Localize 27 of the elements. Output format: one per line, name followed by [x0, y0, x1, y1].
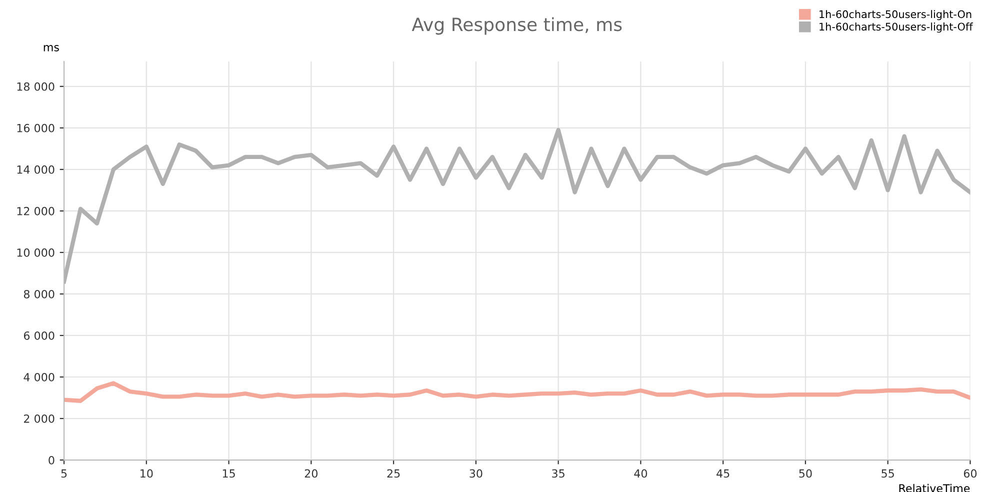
y-tick-label: 0 — [48, 456, 54, 464]
y-axis-title: ms — [44, 44, 59, 52]
legend-label: 1h-60charts-50users-light-Off — [820, 22, 973, 33]
y-tick-label: 10 000 — [17, 248, 54, 257]
x-tick-label: 55 — [882, 469, 894, 478]
y-tick-label: 6 000 — [24, 331, 54, 340]
line-series — [64, 381, 970, 403]
x-tick-label: 5 — [61, 469, 67, 478]
x-tick-label: 25 — [387, 469, 400, 478]
x-tick-label: 40 — [634, 469, 648, 478]
y-tick-label: 14 000 — [17, 165, 54, 174]
x-tick-label: 30 — [470, 469, 482, 478]
y-tick-label: 16 000 — [17, 124, 54, 132]
y-tick-label: 4 000 — [24, 372, 54, 382]
y-tick-label: 12 000 — [17, 206, 54, 216]
x-tick-label: 10 — [140, 469, 153, 478]
x-tick-label: 35 — [552, 469, 564, 478]
legend-label: 1h-60charts-50users-light-On — [820, 10, 972, 20]
x-tick-label: 60 — [964, 469, 977, 478]
x-tick-label: 20 — [304, 469, 318, 478]
x-tick-label: 15 — [222, 469, 235, 478]
x-tick-label: 45 — [716, 469, 730, 478]
chart-title: Avg Response time, ms — [412, 17, 622, 35]
y-tick-label: 2 000 — [24, 414, 54, 423]
y-tick-label: 8 000 — [24, 290, 54, 298]
x-tick-label: 50 — [799, 469, 812, 478]
y-tick-label: 18 000 — [17, 82, 54, 91]
